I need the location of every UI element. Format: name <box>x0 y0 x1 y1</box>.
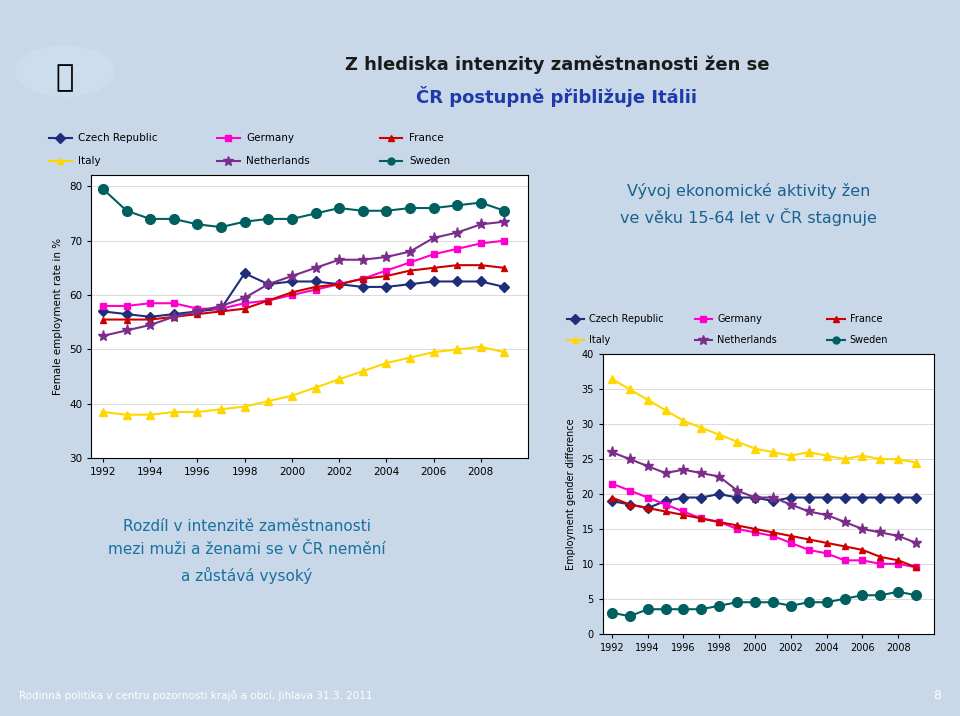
Text: Czech Republic: Czech Republic <box>79 133 157 143</box>
Text: 8: 8 <box>933 689 941 702</box>
Y-axis label: Employment gender difference: Employment gender difference <box>565 418 576 570</box>
Text: Rodinná politika v centru pozornosti krajů a obcí, Jihlava 31.3. 2011: Rodinná politika v centru pozornosti kra… <box>19 690 372 701</box>
Text: Rozdíl v intenzitě zaměstnanosti
mezi muži a ženami se v ČR nemění
a zůstává vys: Rozdíl v intenzitě zaměstnanosti mezi mu… <box>108 518 385 584</box>
Circle shape <box>15 46 114 97</box>
Text: France: France <box>409 133 444 143</box>
Text: Sweden: Sweden <box>850 335 888 345</box>
Text: Netherlands: Netherlands <box>247 156 310 166</box>
Text: Italy: Italy <box>79 156 101 166</box>
Text: 👥: 👥 <box>56 63 74 92</box>
Text: France: France <box>850 314 882 324</box>
Text: Germany: Germany <box>717 314 762 324</box>
Text: Z hlediska intenzity zaměstnanosti žen se: Z hlediska intenzity zaměstnanosti žen s… <box>345 55 769 74</box>
Text: Germany: Germany <box>247 133 295 143</box>
Text: Czech Republic: Czech Republic <box>589 314 663 324</box>
Text: Netherlands: Netherlands <box>717 335 778 345</box>
Y-axis label: Female employment rate in %: Female employment rate in % <box>54 238 63 395</box>
Text: ČR postupně přibližuje Itálii: ČR postupně přibližuje Itálii <box>417 86 697 107</box>
Text: Italy: Italy <box>589 335 611 345</box>
Text: Vývoj ekonomické aktivity žen
ve věku 15-64 let v ČR stagnuje: Vývoj ekonomické aktivity žen ve věku 15… <box>620 183 877 226</box>
Text: Sweden: Sweden <box>409 156 450 166</box>
